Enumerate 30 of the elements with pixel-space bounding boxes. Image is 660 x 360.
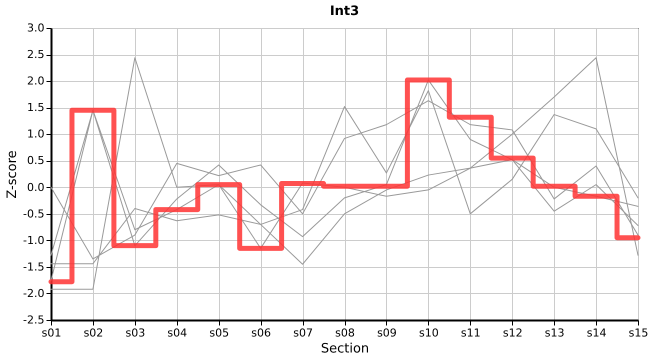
y-tick-label: -1.0	[23, 234, 44, 247]
x-tick-label: s06	[251, 326, 272, 340]
x-tick-label: s15	[628, 326, 648, 340]
x-tick-label: s08	[335, 326, 355, 340]
y-tick-label: 1.5	[27, 101, 44, 114]
x-tick-label: s13	[544, 326, 565, 340]
y-tick-label: -0.5	[23, 207, 44, 220]
x-tick-label: s11	[460, 326, 481, 340]
y-tick-label: 3.0	[27, 22, 44, 34]
y-tick-label: -2.0	[23, 286, 44, 300]
y-tick-label: 2.0	[27, 74, 44, 88]
x-tick-label: s14	[586, 326, 606, 340]
y-tick-label: 1.0	[27, 128, 44, 141]
x-tick-label: s02	[84, 326, 104, 340]
y-tick-label: 2.5	[27, 48, 44, 62]
x-tick-label: s01	[42, 326, 62, 340]
x-tick-label: s10	[418, 326, 439, 340]
chart-title: Int3	[330, 4, 360, 19]
x-axis-title: Section	[320, 342, 370, 356]
x-tick-label: s09	[377, 326, 397, 340]
x-tick-label: s12	[502, 326, 523, 340]
y-tick-label: 0.5	[27, 154, 44, 168]
x-tick-label: s07	[293, 326, 313, 340]
y-tick-label: -1.5	[23, 260, 44, 274]
y-tick-label: -2.5	[23, 314, 44, 326]
y-axis-title: Z-score	[5, 150, 20, 199]
y-tick-label: 0.0	[27, 180, 44, 194]
x-tick-label: s03	[125, 326, 146, 340]
x-tick-label: s04	[167, 326, 188, 340]
x-tick-label: s05	[209, 326, 230, 340]
